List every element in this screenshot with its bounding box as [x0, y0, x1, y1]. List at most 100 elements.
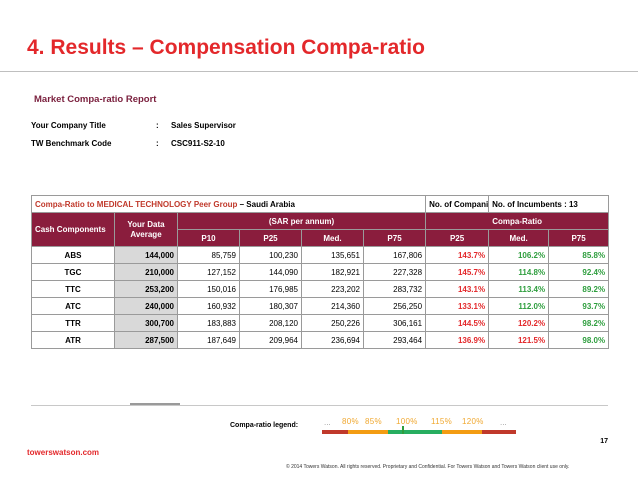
benchmark-value: CSC911-S2-10 [171, 139, 225, 148]
cr-p25-cell: 145.7% [425, 263, 490, 281]
cr-p25-header: P25 [425, 229, 490, 247]
med-cell: 236,694 [301, 331, 364, 349]
p10-cell: 127,152 [177, 263, 240, 281]
p10-cell: 183,883 [177, 314, 240, 332]
med-header: Med. [301, 229, 364, 247]
compa-ratio-header: Compa-Ratio [425, 212, 610, 230]
slide-title: 4. Results – Compensation Compa-ratio [27, 36, 425, 59]
compa-ratio-table: Compa-Ratio to MEDICAL TECHNOLOGY Peer G… [30, 195, 610, 349]
cr-p25-cell: 133.1% [425, 297, 490, 315]
p10-header: P10 [177, 229, 240, 247]
row-label: ATC [31, 297, 115, 315]
benchmark-colon: : [156, 139, 159, 148]
legend-segment-below [348, 430, 388, 434]
cr-p25-cell: 136.9% [425, 331, 490, 349]
your-data-cell: 253,200 [114, 280, 178, 298]
p75-cell: 293,464 [362, 331, 427, 349]
table-row: ABS 144,000 85,759 100,230 135,651 167,8… [31, 246, 610, 264]
cr-p75-header: P75 [548, 229, 610, 247]
p25-cell: 209,964 [239, 331, 302, 349]
legend-dots-right: ... [500, 418, 507, 427]
p75-cell: 167,806 [362, 246, 427, 264]
brand-url: towerswatson.com [27, 448, 100, 457]
table-caption-row: Compa-Ratio to MEDICAL TECHNOLOGY Peer G… [30, 195, 610, 213]
cr-med-cell: 121.5% [488, 331, 550, 349]
med-cell: 135,651 [301, 246, 364, 264]
title-rule [0, 71, 638, 72]
med-cell: 223,202 [301, 280, 364, 298]
legend-label: Compa-ratio legend: [230, 422, 299, 429]
report-subtitle: Market Compa-ratio Report [34, 94, 157, 105]
cr-med-cell: 112.0% [488, 297, 550, 315]
page-number: 17 [600, 438, 608, 445]
cr-p25-cell: 144.5% [425, 314, 490, 332]
cr-p75-cell: 85.8% [548, 246, 610, 264]
benchmark-label: TW Benchmark Code [31, 139, 112, 148]
company-title-colon: : [156, 121, 159, 130]
your-data-cell: 300,700 [114, 314, 178, 332]
row-label: TTC [31, 280, 115, 298]
legend-segment-low [322, 430, 348, 434]
med-cell: 182,921 [301, 263, 364, 281]
your-data-cell: 144,000 [114, 246, 178, 264]
cr-med-cell: 113.4% [488, 280, 550, 298]
p25-cell: 176,985 [239, 280, 302, 298]
p75-cell: 283,732 [362, 280, 427, 298]
cash-components-header: Cash Components [31, 212, 115, 247]
cr-med-cell: 120.2% [488, 314, 550, 332]
cr-med-cell: 106.2% [488, 246, 550, 264]
table-row: TGC 210,000 127,152 144,090 182,921 227,… [31, 263, 610, 281]
region-text: – Saudi Arabia [237, 199, 295, 209]
legend-segment-above [442, 430, 482, 434]
p25-cell: 144,090 [239, 263, 302, 281]
p75-cell: 306,161 [362, 314, 427, 332]
cr-p75-cell: 89.2% [548, 280, 610, 298]
cr-p25-cell: 143.7% [425, 246, 490, 264]
your-data-header: Your Data Average [114, 212, 178, 247]
header-row-2: P10 P25 Med. P75 P25 Med. P75 [32, 229, 610, 247]
footer-divider [31, 405, 608, 406]
row-label: ATR [31, 331, 115, 349]
cr-p75-cell: 92.4% [548, 263, 610, 281]
table-row: ATR 287,500 187,649 209,964 236,694 293,… [31, 331, 610, 349]
row-label: TGC [31, 263, 115, 281]
legend-tick-100: 100% [396, 417, 418, 426]
copyright-notice: © 2014 Towers Watson. All rights reserve… [286, 464, 570, 470]
peer-group-cell: Compa-Ratio to MEDICAL TECHNOLOGY Peer G… [30, 195, 427, 213]
cr-med-header: Med. [488, 229, 550, 247]
legend-tick-120: 120% [462, 417, 484, 426]
p25-cell: 180,307 [239, 297, 302, 315]
legend-dots-left: ... [324, 418, 331, 427]
p75-header: P75 [362, 229, 427, 247]
row-label: ABS [31, 246, 115, 264]
cr-p75-cell: 98.0% [548, 331, 610, 349]
med-cell: 214,360 [301, 297, 364, 315]
cr-med-cell: 114.8% [488, 263, 550, 281]
p10-cell: 150,016 [177, 280, 240, 298]
legend-marker-100 [402, 426, 404, 434]
legend-segment-high [482, 430, 516, 434]
legend-tick-80: 80% [342, 417, 359, 426]
company-title-value: Sales Supervisor [171, 121, 236, 130]
table-row: ATC 240,000 160,932 180,307 214,360 256,… [31, 297, 610, 315]
p25-cell: 208,120 [239, 314, 302, 332]
peer-group-text: Compa-Ratio to MEDICAL TECHNOLOGY Peer G… [35, 199, 238, 209]
med-cell: 250,226 [301, 314, 364, 332]
p75-cell: 256,250 [362, 297, 427, 315]
p25-cell: 100,230 [239, 246, 302, 264]
p25-header: P25 [239, 229, 302, 247]
cr-p25-cell: 143.1% [425, 280, 490, 298]
footer-divider-accent [130, 403, 180, 405]
p10-cell: 160,932 [177, 297, 240, 315]
incumbents-cell: No. of Incumbents : 13 [488, 195, 610, 213]
legend-segment-target [388, 430, 442, 434]
legend-tick-115: 115% [431, 417, 453, 426]
your-data-cell: 240,000 [114, 297, 178, 315]
your-data-cell: 287,500 [114, 331, 178, 349]
table-row: TTC 253,200 150,016 176,985 223,202 283,… [31, 280, 610, 298]
cr-p75-cell: 98.2% [548, 314, 610, 332]
cr-p75-cell: 93.7% [548, 297, 610, 315]
p10-cell: 85,759 [177, 246, 240, 264]
your-data-cell: 210,000 [114, 263, 178, 281]
company-title-label: Your Company Title [31, 121, 106, 130]
